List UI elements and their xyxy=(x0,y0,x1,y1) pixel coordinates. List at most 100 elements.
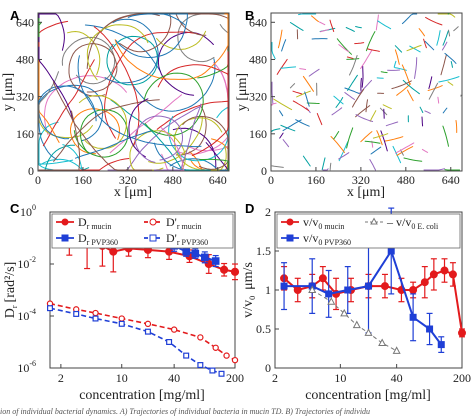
trajectory-track xyxy=(447,81,454,86)
trajectory-track xyxy=(331,107,343,116)
data-point xyxy=(209,367,216,374)
y-tick-label: 320 xyxy=(249,90,267,104)
trajectory-track xyxy=(358,79,372,95)
trajectory-track xyxy=(428,76,433,89)
trajectory-track xyxy=(289,83,296,89)
trajectory-track xyxy=(344,92,355,100)
trajectory-track xyxy=(38,153,74,165)
trajectory-track xyxy=(199,158,229,171)
legend-marker xyxy=(286,234,294,242)
data-point xyxy=(144,328,151,335)
data-point xyxy=(426,325,434,333)
trajectory-track xyxy=(355,114,374,122)
x-tick-label: 40 xyxy=(391,371,403,385)
trajectory-track xyxy=(385,121,399,127)
data-point xyxy=(437,341,445,349)
trajectory-track xyxy=(38,110,81,171)
panel-c-xlabel: concentration [mg/ml] xyxy=(79,388,205,403)
data-point xyxy=(218,370,225,377)
trajectory-track xyxy=(128,98,149,158)
panel-b-ylabel: y [μm] xyxy=(235,73,250,111)
data-point xyxy=(92,315,99,322)
data-point xyxy=(166,339,173,346)
trajectory-track xyxy=(346,127,354,149)
y-tick-label: 0 xyxy=(265,361,271,375)
panel-b-trajectories: 0 160 320 480 640 0 160 320 480 640 x [μm] y [μm] xyxy=(235,12,463,200)
data-point xyxy=(318,274,327,283)
data-point xyxy=(170,326,178,333)
x-tick-label: 40 xyxy=(168,371,180,385)
trajectory-track xyxy=(344,87,360,94)
trajectory-track xyxy=(319,28,330,33)
trajectory-track xyxy=(347,74,358,91)
panel-d-ylabel-main: v/v xyxy=(241,300,256,318)
trajectory-track xyxy=(114,13,229,80)
data-point xyxy=(429,270,438,279)
legend-box xyxy=(276,213,461,249)
x-tick-label: 200 xyxy=(226,371,244,385)
trajectory-track xyxy=(321,157,326,171)
trajectory-track xyxy=(376,130,383,146)
panel-d-ticks: 2 10 40 200 0 0.5 1 1.5 2 xyxy=(256,205,471,385)
x-tick-label: 10 xyxy=(116,371,128,385)
trajectory-track xyxy=(86,24,149,81)
data-point xyxy=(344,286,352,294)
panel-a-ticks: 0 160 320 480 640 0 160 320 480 640 xyxy=(16,15,227,187)
panel-c-ylabel-sub: r xyxy=(10,305,19,308)
trajectory-track xyxy=(382,104,392,110)
legend-label-sub: r PVP360 xyxy=(177,238,208,247)
x-tick-label: 320 xyxy=(352,173,370,187)
trajectory-track xyxy=(78,94,128,149)
trajectory-track xyxy=(338,44,349,53)
trajectory-track xyxy=(436,30,441,46)
data-point xyxy=(230,267,240,276)
trajectory-track xyxy=(153,103,202,171)
data-point xyxy=(458,328,466,337)
trajectory-track xyxy=(316,113,323,126)
panel-c-ylabel-unit: [rad²/s] xyxy=(3,262,18,303)
legend-label-sub: r mucin xyxy=(177,222,202,231)
panel-a-xlabel: x [μm] xyxy=(114,185,152,200)
series-line xyxy=(49,307,222,375)
y-tick-label: 1.5 xyxy=(256,244,271,258)
y-tick-label: 160 xyxy=(249,127,267,141)
data-point xyxy=(191,249,200,258)
trajectory-track xyxy=(423,168,446,171)
trajectory-track xyxy=(38,84,104,161)
trajectory-track xyxy=(380,71,388,74)
trajectory-track xyxy=(394,49,400,65)
panel-c-ylabel: Dr [rad²/s] xyxy=(3,262,19,319)
data-point xyxy=(118,320,125,327)
panel-a-ylabel: y [μm] xyxy=(1,73,16,111)
trajectory-track xyxy=(460,94,463,97)
trajectory-track xyxy=(338,152,350,160)
y-tick-label: 320 xyxy=(16,90,34,104)
data-point xyxy=(197,362,204,369)
trajectory-track xyxy=(407,89,414,102)
trajectory-track xyxy=(298,13,317,16)
y-tick-label: 480 xyxy=(249,52,267,66)
trajectory-track xyxy=(104,18,159,84)
data-point xyxy=(220,265,229,274)
y-tick-label: 0 xyxy=(28,164,34,178)
trajectory-track xyxy=(302,75,314,92)
trajectory-track xyxy=(38,46,74,121)
trajectory-track xyxy=(355,26,362,29)
trajectory-track xyxy=(393,60,397,68)
trajectory-track xyxy=(437,96,440,104)
data-point xyxy=(409,286,418,294)
trajectory-track xyxy=(304,91,310,107)
data-point xyxy=(340,308,349,317)
trajectory-track xyxy=(442,107,448,114)
trajectory-track xyxy=(93,26,140,146)
trajectory-track xyxy=(276,58,288,75)
trajectory-track xyxy=(349,55,358,76)
trajectory-track xyxy=(333,131,340,140)
trajectory-track xyxy=(369,110,377,122)
trajectory-track xyxy=(380,130,388,152)
trajectory-track xyxy=(421,116,424,127)
trajectory-track xyxy=(345,27,355,32)
data-point xyxy=(380,282,389,291)
